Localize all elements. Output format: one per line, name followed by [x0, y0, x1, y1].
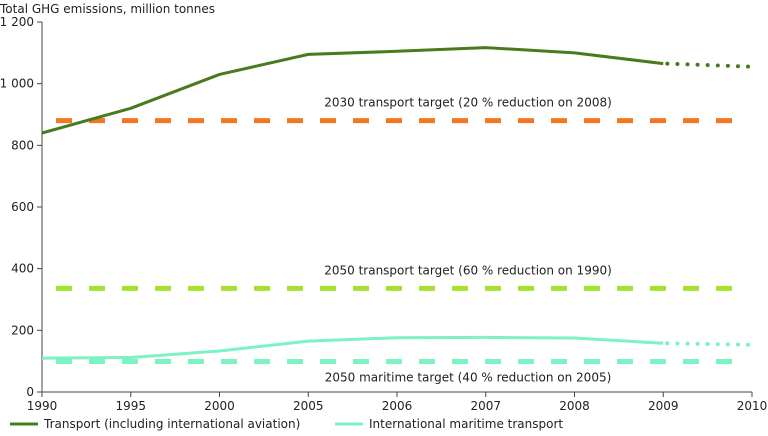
- target-label: 2030 transport target (20 % reduction on…: [324, 96, 612, 110]
- x-tick-label: 2006: [382, 399, 413, 413]
- x-tick-label: 2005: [293, 399, 324, 413]
- x-tick-label: 1990: [27, 399, 58, 413]
- y-tick-label: 1 000: [0, 77, 34, 91]
- x-tick-label: 2009: [648, 399, 679, 413]
- y-tick-label: 600: [11, 200, 34, 214]
- x-tick-label: 1995: [115, 399, 146, 413]
- y-tick-label: 1 200: [0, 15, 34, 29]
- legend-label: Transport (including international aviat…: [43, 417, 300, 431]
- target-label: 2050 maritime target (40 % reduction on …: [325, 370, 612, 384]
- series-lines: [41, 46, 754, 360]
- y-tick-label: 400: [11, 262, 34, 276]
- x-tick-label: 2007: [470, 399, 501, 413]
- y-tick-label: 800: [11, 138, 34, 152]
- y-tick-label: 0: [26, 385, 34, 399]
- series-line: [41, 335, 664, 360]
- legend: Transport (including international aviat…: [10, 417, 563, 431]
- target-lines: 2030 transport target (20 % reduction on…: [56, 96, 744, 384]
- series-line: [41, 46, 664, 135]
- x-tick-label: 2010: [737, 399, 768, 413]
- axes: 0 200 400 600 800 1 000 1 200 1990 1995 2000 2005 2…: [0, 15, 767, 413]
- x-tick-label: 2008: [559, 399, 590, 413]
- series-projection: [665, 61, 754, 69]
- target-label: 2050 transport target (60 % reduction on…: [324, 263, 612, 277]
- y-tick-label: 200: [11, 323, 34, 337]
- y-axis-label: Total GHG emissions, million tonnes: [0, 2, 215, 16]
- legend-label: International maritime transport: [369, 417, 563, 431]
- x-tick-label: 2000: [204, 399, 235, 413]
- series-projection: [665, 341, 754, 347]
